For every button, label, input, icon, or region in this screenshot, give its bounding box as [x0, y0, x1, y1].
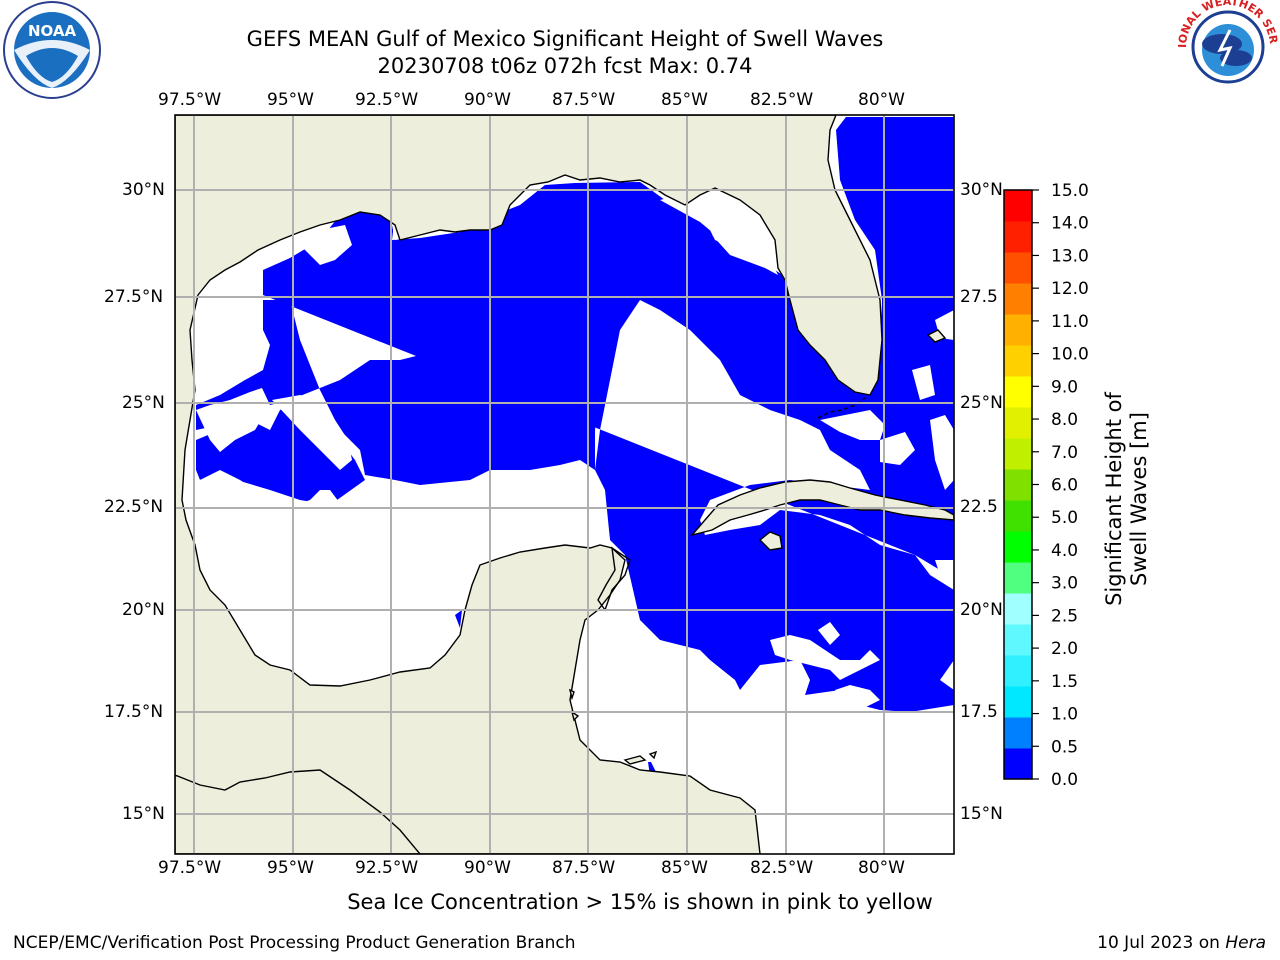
colorbar-tick-label: 0.5 — [1051, 737, 1078, 757]
lat-label-left: 17.5°N — [104, 702, 164, 722]
lat-label-right: 15°N — [960, 804, 1003, 824]
colorbar-tick-label: 15.0 — [1051, 181, 1089, 201]
lat-label-right: 17.5 — [960, 702, 998, 722]
lon-label-bottom: 85°W — [661, 858, 708, 878]
colorbar-tick-label: 5.0 — [1051, 508, 1078, 528]
lat-label-right: 22.5 — [960, 497, 998, 517]
graticule — [175, 115, 954, 854]
map-frame — [174, 114, 955, 855]
footer-credit: NCEP/EMC/Verification Post Processing Pr… — [13, 933, 576, 953]
colorbar-swatch — [1004, 314, 1032, 346]
colorbar-tick-label: 0.0 — [1051, 770, 1078, 790]
colorbar-tick-label: 12.0 — [1051, 279, 1089, 299]
lat-label-right: 20°N — [960, 600, 1003, 620]
lat-label-left: 27.5°N — [104, 287, 164, 307]
chart-title: GEFS MEAN Gulf of Mexico Significant Hei… — [246, 27, 884, 51]
colorbar-swatch — [1004, 438, 1032, 470]
colorbar-swatch — [1004, 748, 1032, 780]
lon-label-top: 87.5°W — [552, 90, 616, 110]
colorbar-swatch — [1004, 562, 1032, 594]
sea-ice-note: Sea Ice Concentration > 15% is shown in … — [347, 890, 933, 914]
lon-label-bottom: 82.5°W — [750, 858, 814, 878]
colorbar-swatch — [1004, 190, 1032, 222]
colorbar-swatch — [1004, 717, 1032, 749]
lon-label-bottom: 80°W — [858, 858, 905, 878]
nws-logo: NATIONAL WEATHER SERVICE — [0, 0, 1280, 95]
colorbar-swatch — [1004, 252, 1032, 284]
lon-label-top: 82.5°W — [750, 90, 814, 110]
chart-subtitle: 20230708 t06z 072h fcst Max: 0.74 — [377, 54, 753, 78]
colorbar-swatch — [1004, 221, 1032, 253]
colorbar-swatch — [1004, 593, 1032, 625]
colorbar-swatch — [1004, 283, 1032, 315]
lat-label-left: 20°N — [122, 600, 165, 620]
colorbar-tick-label: 9.0 — [1051, 377, 1078, 397]
svg-text:NATIONAL WEATHER SERVICE: NATIONAL WEATHER SERVICE — [0, 0, 1280, 48]
lon-label-bottom: 90°W — [464, 858, 511, 878]
colorbar-tick-label: 13.0 — [1051, 246, 1089, 266]
lon-label-top: 92.5°W — [355, 90, 419, 110]
colorbar-swatch — [1004, 500, 1032, 532]
colorbar-swatch — [1004, 469, 1032, 501]
colorbar-tick-label: 6.0 — [1051, 476, 1078, 496]
lon-label-top: 85°W — [661, 90, 708, 110]
land-masses — [175, 115, 954, 854]
lat-label-left: 25°N — [122, 393, 165, 413]
colorbar-tick-label: 8.0 — [1051, 410, 1078, 430]
colorbar-label: Significant Height of Swell Waves [m] — [1102, 392, 1151, 606]
nws-logo-ring: NATIONAL WEATHER SERVICE — [0, 0, 1280, 48]
lon-label-top: 95°W — [267, 90, 314, 110]
colorbar-tick-label: 3.0 — [1051, 574, 1078, 594]
noaa-logo: NOAA — [3, 1, 101, 99]
lon-label-bottom: 87.5°W — [552, 858, 616, 878]
colorbar-swatch — [1004, 407, 1032, 439]
lat-label-left: 30°N — [122, 180, 165, 200]
colorbar-swatch — [1004, 655, 1032, 687]
colorbar-swatch — [1004, 686, 1032, 718]
lat-label-left: 15°N — [122, 804, 165, 824]
colorbar-tick-label: 11.0 — [1051, 312, 1089, 332]
colorbar-swatch — [1004, 376, 1032, 408]
lon-label-top: 80°W — [858, 90, 905, 110]
lon-label-top: 97.5°W — [158, 90, 222, 110]
footer-date: 10 Jul 2023 on Hera — [1097, 933, 1266, 953]
colorbar-tick-label: 2.0 — [1051, 639, 1078, 659]
lon-label-top: 90°W — [464, 90, 511, 110]
footer-host: Hera — [1225, 933, 1266, 953]
footer-date-text: 10 Jul 2023 on — [1097, 933, 1226, 953]
lat-label-left: 22.5°N — [104, 497, 164, 517]
colorbar-swatch — [1004, 345, 1032, 377]
lon-label-bottom: 97.5°W — [158, 858, 222, 878]
lon-label-bottom: 95°W — [267, 858, 314, 878]
lat-label-right: 25°N — [960, 393, 1003, 413]
colorbar-tick-label: 1.5 — [1051, 672, 1078, 692]
colorbar-tick-label: 2.5 — [1051, 606, 1078, 626]
colorbar-swatch — [1004, 531, 1032, 563]
colorbar: 0.0 0.5 1.0 1.5 2.0 2.5 3.0 4.0 5.0 6.0 7.0 8.0 9.0 1… — [1003, 181, 1089, 790]
colorbar-tick-label: 4.0 — [1051, 541, 1078, 561]
colorbar-tick-label: 7.0 — [1051, 443, 1078, 463]
colorbar-swatch — [1004, 624, 1032, 656]
colorbar-tick-label: 14.0 — [1051, 214, 1089, 234]
colorbar-tick-label: 10.0 — [1051, 345, 1089, 365]
lat-label-right: 27.5 — [960, 287, 998, 307]
noaa-logo-name: NOAA — [28, 22, 77, 40]
lon-label-bottom: 92.5°W — [355, 858, 419, 878]
lat-label-right: 30°N — [960, 180, 1003, 200]
colorbar-tick-label: 1.0 — [1051, 705, 1078, 725]
